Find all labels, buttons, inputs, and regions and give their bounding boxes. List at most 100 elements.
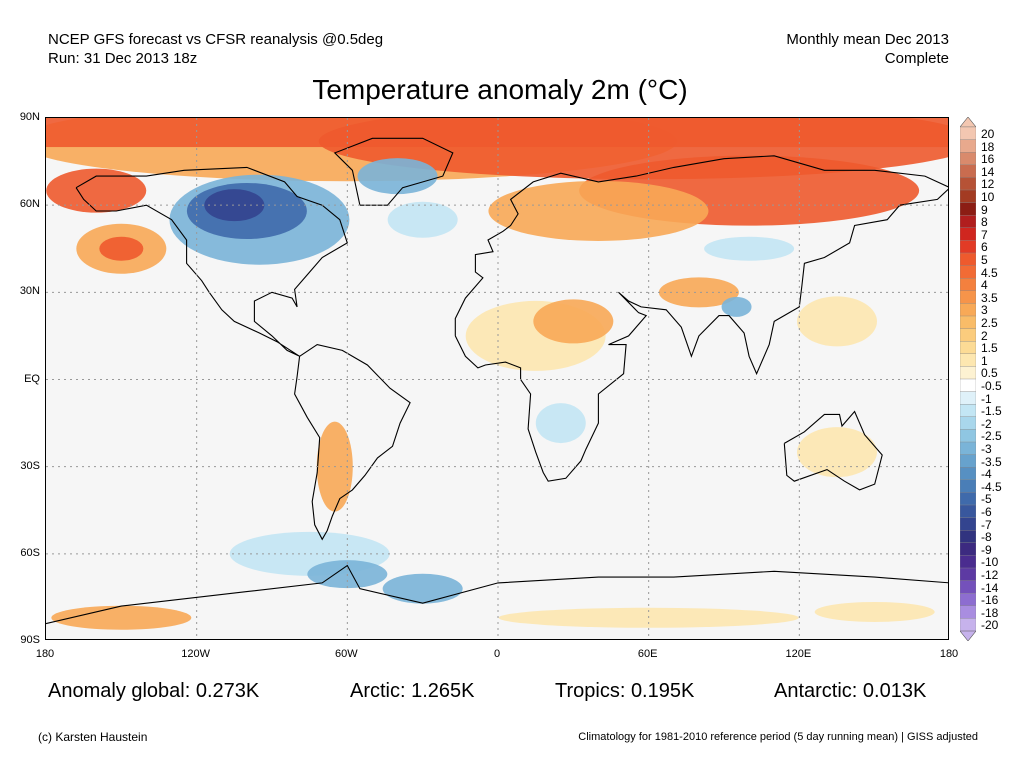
colorbar-swatch xyxy=(960,214,976,229)
stat-arctic: Arctic: 1.265K xyxy=(350,680,475,702)
stat-antarctic: Antarctic: 0.013K xyxy=(774,680,927,702)
colorbar-swatch xyxy=(960,580,976,594)
model-description: NCEP GFS forecast vs CFSR reanalysis @0.… xyxy=(48,31,384,48)
colorbar-swatch xyxy=(960,227,976,241)
status-label: Complete xyxy=(884,50,949,67)
colorbar-swatch xyxy=(960,391,976,405)
longitude-label: 180 xyxy=(939,648,959,660)
colorbar-tick-label: -2.5 xyxy=(981,429,1002,444)
colorbar-tick-label: -9 xyxy=(981,542,992,557)
colorbar-swatch xyxy=(960,353,976,367)
colorbar-swatch xyxy=(960,593,976,607)
colorbar-tick-label: -12 xyxy=(981,568,999,582)
colorbar-tick-label: 3.5 xyxy=(981,290,998,305)
run-time: Run: 31 Dec 2013 18z xyxy=(48,50,198,67)
anomaly-region-27 xyxy=(814,601,935,622)
colorbar-swatch xyxy=(960,555,976,569)
colorbar-top-arrow xyxy=(960,117,976,128)
anomaly-region-7 xyxy=(99,236,144,261)
anomaly-region-21 xyxy=(535,403,586,444)
anomaly-region-12 xyxy=(387,201,458,238)
coastline-greenland xyxy=(333,137,454,206)
colorbar-swatch xyxy=(960,290,976,304)
colorbar-swatch xyxy=(960,328,976,342)
anomaly-region-24 xyxy=(382,573,463,604)
longitude-label: 0 xyxy=(493,648,501,660)
colorbar-tick-label: -16 xyxy=(981,593,999,608)
colorbar-tick-label: 8 xyxy=(981,215,988,230)
colorbar-tick-label: 1 xyxy=(981,353,988,368)
period-label: Monthly mean Dec 2013 xyxy=(786,31,949,48)
anomaly-region-10 xyxy=(204,189,265,222)
colorbar-swatch xyxy=(960,378,976,393)
header-left: NCEP GFS forecast vs CFSR reanalysis @0.… xyxy=(48,30,383,68)
colorbar-tick-label: -20 xyxy=(981,618,999,633)
coastline-australia xyxy=(783,410,883,491)
colorbar-tick-label: -18 xyxy=(981,605,999,620)
longitude-label: 180 xyxy=(35,648,55,660)
colorbar-tick-label: -10 xyxy=(981,555,999,570)
colorbar-swatch xyxy=(960,429,976,443)
colorbar-tick-label: 0.5 xyxy=(981,366,998,381)
coastline-antarctica xyxy=(46,564,948,625)
colorbar-swatch xyxy=(960,139,976,153)
colorbar-tick-label: -6 xyxy=(981,505,992,519)
colorbar-swatch xyxy=(960,479,976,493)
colorbar-swatch xyxy=(960,177,976,191)
colorbar-tick-label: 5 xyxy=(981,253,988,267)
longitude-label: 60W xyxy=(335,648,358,660)
colorbar-swatch xyxy=(960,504,976,519)
anomaly-region-4 xyxy=(488,180,709,241)
colorbar-tick-label: 10 xyxy=(981,190,995,204)
colorbar-tick-label: -1 xyxy=(981,391,992,406)
colorbar-tick-label: 4.5 xyxy=(981,265,998,280)
colorbar-swatch xyxy=(960,605,976,619)
latitude-label: 90S xyxy=(20,634,40,646)
colorbar-tick-label: 16 xyxy=(981,152,995,167)
colorbar-swatch xyxy=(960,517,976,531)
colorbar-swatch xyxy=(960,454,976,468)
anomaly-region-11 xyxy=(357,158,438,195)
colorbar-tick-label: 7 xyxy=(981,227,988,242)
colorbar-swatch xyxy=(960,542,976,556)
colorbar-tick-label: 9 xyxy=(981,202,988,217)
colorbar-swatch xyxy=(960,618,976,632)
anomaly-region-20 xyxy=(797,427,877,478)
colorbar-tick-label: -1.5 xyxy=(981,404,1002,419)
anomaly-region-25 xyxy=(51,605,192,630)
colorbar-swatch xyxy=(960,240,976,254)
colorbar-tick-label: 20 xyxy=(981,127,995,141)
colorbar-tick-label: 2.5 xyxy=(981,316,998,330)
colorbar-swatch xyxy=(960,202,976,216)
colorbar-tick-label: -4.5 xyxy=(981,479,1002,494)
colorbar-swatch xyxy=(960,315,976,330)
latitude-label: 90N xyxy=(19,111,40,123)
colorbar-swatch xyxy=(960,467,976,481)
colorbar-tick-label: -7 xyxy=(981,517,992,532)
anomaly-map-svg xyxy=(46,118,948,639)
colorbar-tick-label: 3 xyxy=(981,303,988,318)
colorbar-swatch xyxy=(960,416,976,430)
colorbar-swatch xyxy=(960,164,976,178)
colorbar xyxy=(960,117,976,641)
colorbar-tick-label: -14 xyxy=(981,580,999,595)
latitude-label: EQ xyxy=(24,372,40,385)
anomaly-map xyxy=(45,117,949,640)
colorbar-swatch xyxy=(960,404,976,418)
coastline-south-america xyxy=(294,344,411,541)
map-title: Temperature anomaly 2m (°C) xyxy=(312,74,688,105)
colorbar-swatch xyxy=(960,152,976,166)
anomaly-region-16 xyxy=(721,296,752,317)
colorbar-tick-label: -4 xyxy=(981,467,992,482)
latitude-label: 30N xyxy=(19,285,40,298)
anomaly-region-17 xyxy=(704,236,795,261)
anomaly-region-14 xyxy=(533,299,614,344)
colorbar-swatch xyxy=(960,366,976,380)
colorbar-swatch xyxy=(960,303,976,317)
colorbar-swatch xyxy=(960,126,976,141)
colorbar-swatch xyxy=(960,340,976,355)
stat-tropics: Tropics: 0.195K xyxy=(555,680,695,702)
colorbar-tick-label: 2 xyxy=(981,328,988,343)
coastline-north-america xyxy=(75,166,348,357)
colorbar-tick-label: 1.5 xyxy=(981,341,998,356)
